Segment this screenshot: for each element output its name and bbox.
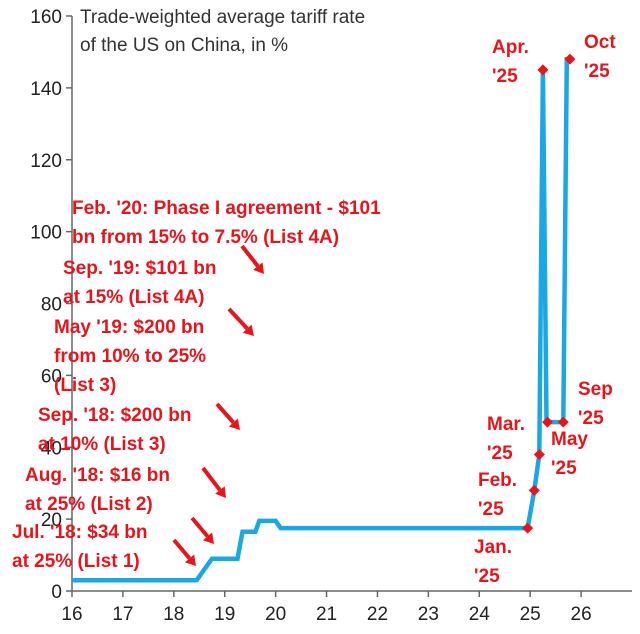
data-point-marker <box>528 484 540 496</box>
y-tick-label: 40 <box>41 438 62 459</box>
x-tick-label: 17 <box>112 604 133 625</box>
annotation-arrow <box>215 402 235 424</box>
annotation-mar-2025: Mar. '25 <box>487 414 526 464</box>
annotation-phase-one: Feb. '20: Phase I agreement - $101 bn fr… <box>72 198 381 248</box>
annotation-arrowhead <box>242 324 254 336</box>
x-tick-label: 23 <box>418 604 439 625</box>
y-tick-label: 0 <box>51 582 62 603</box>
x-tick-label: 19 <box>214 604 235 625</box>
data-point-marker <box>537 64 549 76</box>
y-tick-label: 160 <box>30 7 62 28</box>
annotation-oct-2025: Oct '25 <box>584 32 616 82</box>
annotation-feb-2025: Feb. '25 <box>478 470 518 520</box>
y-tick-label: 120 <box>30 151 62 172</box>
x-tick-label: 25 <box>520 604 541 625</box>
annotation-arrow <box>201 466 222 492</box>
y-tick-label: 20 <box>41 510 62 531</box>
annotation-may-2019: May '19: $200 bn from 10% to 25% (List 3… <box>54 317 207 396</box>
data-point-marker <box>522 522 534 534</box>
annotation-arrowhead <box>253 262 264 274</box>
data-point-marker <box>564 53 576 65</box>
annotation-jan-2025: Jan. '25 <box>474 537 513 587</box>
annotation-arrowhead <box>184 554 196 566</box>
x-axis-ticks: 16 17 18 19 20 21 22 23 24 25 26 <box>61 591 592 625</box>
annotation-arrowhead <box>228 418 240 430</box>
data-point-marker <box>533 448 545 460</box>
y-tick-label: 100 <box>30 223 62 244</box>
annotation-arrow <box>240 244 260 268</box>
annotation-jul-2018: Jul. '18: $34 bn at 25% (List 1) <box>12 522 148 572</box>
annotation-arrow <box>172 538 192 560</box>
x-tick-label: 21 <box>316 604 337 625</box>
chart-title: Trade-weighted average tariff rate of th… <box>80 7 366 56</box>
annotation-sep-2025: Sep '25 <box>578 379 613 429</box>
y-axis-ticks: 0 20 40 60 80 100 120 140 160 <box>30 7 72 603</box>
annotation-arrow <box>190 516 210 538</box>
x-tick-label: 20 <box>265 604 286 625</box>
annotation-aug-2018: Aug. '18: $16 bn at 25% (List 2) <box>25 465 170 515</box>
x-tick-label: 22 <box>367 604 388 625</box>
x-tick-label: 16 <box>61 604 82 625</box>
data-point-marker <box>557 416 569 428</box>
annotation-arrowhead <box>202 532 214 544</box>
x-tick-label: 24 <box>469 604 491 625</box>
annotation-arrow <box>227 307 249 331</box>
annotation-arrows <box>172 244 264 566</box>
annotation-apr-2025: Apr. '25 <box>492 37 529 87</box>
x-tick-label: 18 <box>163 604 184 625</box>
y-tick-label: 140 <box>30 79 62 100</box>
annotation-arrowhead <box>215 486 226 498</box>
annotation-may-2025: May '25 <box>551 429 588 479</box>
y-tick-label: 80 <box>41 295 62 316</box>
annotation-sep-2019: Sep. '19: $101 bn at 15% (List 4A) <box>63 258 217 308</box>
x-tick-label: 26 <box>571 604 592 625</box>
data-point-marker <box>541 416 553 428</box>
y-tick-label: 60 <box>41 366 62 387</box>
marker-layer <box>522 53 576 534</box>
annotation-sep-2018: Sep. '18: $200 bn at 10% (List 3) <box>38 405 192 455</box>
